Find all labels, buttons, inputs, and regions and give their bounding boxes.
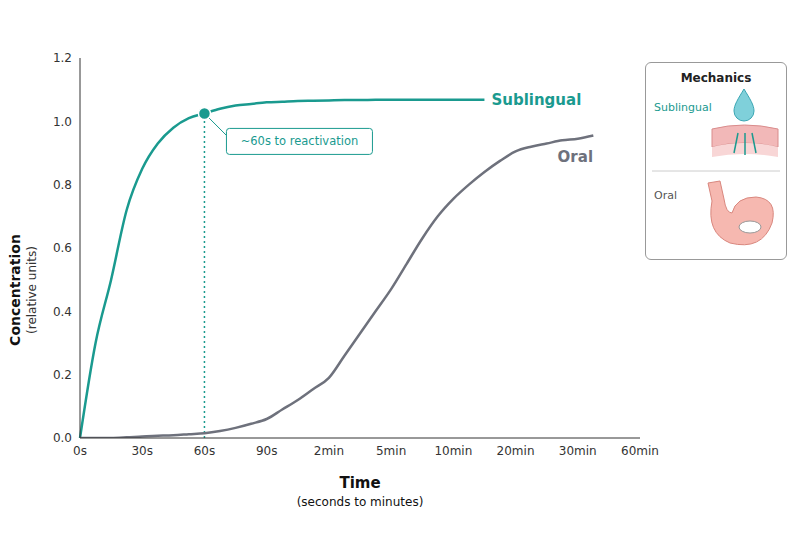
svg-text:0.2: 0.2 bbox=[53, 368, 72, 382]
svg-text:(relative units): (relative units) bbox=[25, 246, 39, 334]
svg-text:2min: 2min bbox=[314, 444, 344, 458]
svg-text:60min: 60min bbox=[621, 444, 659, 458]
svg-text:Oral: Oral bbox=[558, 148, 593, 166]
svg-text:60s: 60s bbox=[194, 444, 216, 458]
svg-text:30min: 30min bbox=[559, 444, 597, 458]
html-text:Mechanics: Mechanics bbox=[680, 71, 752, 85]
svg-text:~60s to reactivation: ~60s to reactivation bbox=[241, 134, 359, 148]
svg-text:1.2: 1.2 bbox=[53, 51, 72, 65]
svg-text:0.6: 0.6 bbox=[53, 241, 72, 255]
svg-text:0s: 0s bbox=[73, 444, 87, 458]
svg-text:Sublingual: Sublingual bbox=[491, 91, 581, 109]
html-text:Time: Time bbox=[339, 474, 381, 492]
svg-text:1.0: 1.0 bbox=[53, 115, 72, 129]
svg-text:5min: 5min bbox=[376, 444, 406, 458]
svg-text:0.4: 0.4 bbox=[53, 305, 72, 319]
svg-text:30s: 30s bbox=[131, 444, 153, 458]
html-text:(seconds to minutes): (seconds to minutes) bbox=[296, 495, 424, 509]
svg-text:90s: 90s bbox=[256, 444, 278, 458]
html-text:Sublingual: Sublingual bbox=[654, 101, 712, 114]
svg-text:20min: 20min bbox=[497, 444, 535, 458]
html-text:Oral: Oral bbox=[654, 189, 677, 202]
svg-text:Concentration: Concentration bbox=[7, 234, 23, 346]
svg-text:10min: 10min bbox=[434, 444, 472, 458]
svg-text:0.8: 0.8 bbox=[53, 178, 72, 192]
svg-text:0.0: 0.0 bbox=[53, 431, 72, 445]
